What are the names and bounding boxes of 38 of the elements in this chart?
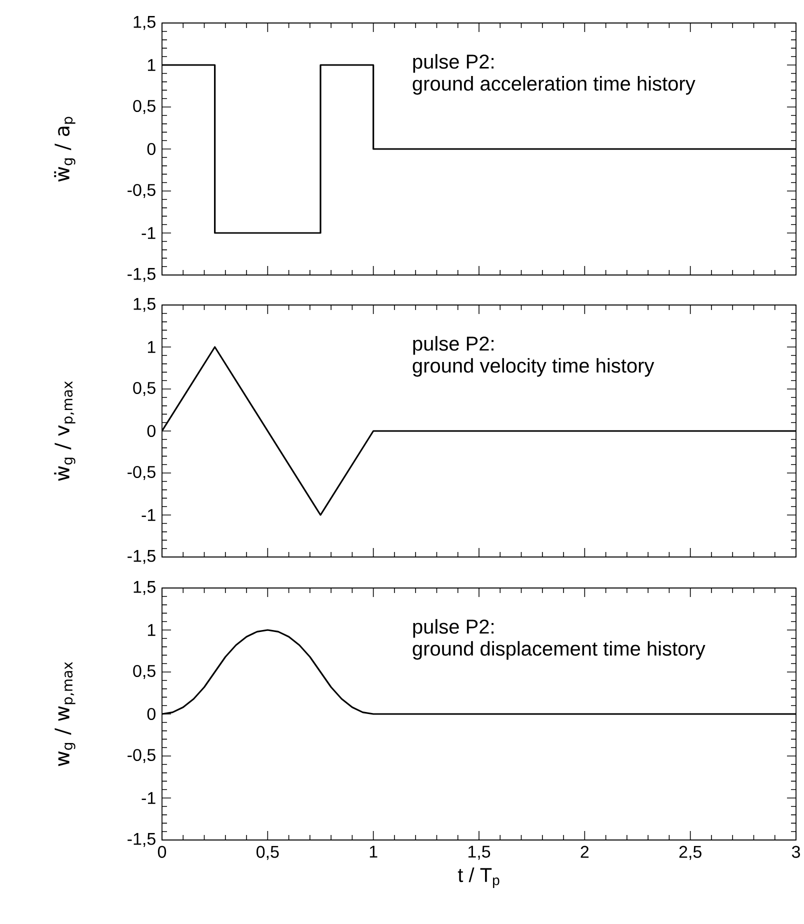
y-tick-label: -1: [142, 509, 156, 521]
y-tick-label: -0,5: [128, 466, 156, 480]
y-tick-label: 1,5: [134, 581, 156, 595]
y-axis-title: ẇ$_{g}$ / v$_{p,max}$: [54, 381, 76, 481]
y-tick-label: 0,5: [133, 100, 156, 114]
y-tick-label: 1: [148, 59, 156, 71]
y-tick-label: 0,5: [133, 382, 156, 396]
x-tick-label: 2,5: [679, 846, 702, 860]
y-tick-label: -1: [142, 792, 156, 804]
y-tick-label: -1,5: [128, 550, 156, 564]
y-tick-label: -1,5: [128, 268, 156, 282]
x-tick-label: 2: [580, 846, 589, 858]
y-tick-label: 0,5: [133, 664, 156, 680]
y-axis-title: w$_{g}$ / w$_{p,max}$: [54, 662, 76, 766]
y-tick-label: 1,5: [134, 298, 156, 312]
annotation: ground acceleration time history: [412, 76, 696, 95]
y-tick-label: 0: [147, 708, 156, 720]
y-axis-title: ẅ$_{g}$ / a$_{p}$: [54, 116, 76, 182]
annotation: ground velocity time history: [412, 358, 654, 377]
y-tick-label: -1: [142, 227, 156, 239]
x-tick-label: 3: [792, 846, 800, 858]
annotation: pulse P2:: [413, 619, 494, 638]
x-axis-title: t / T$_{p}$: [458, 867, 500, 888]
x-tick-label: 1,5: [468, 846, 490, 860]
y-tick-label: -1,5: [128, 833, 156, 847]
x-tick-label: 1: [370, 846, 378, 858]
y-tick-label: -0,5: [128, 184, 156, 198]
y-tick-label: 1,5: [134, 16, 156, 30]
y-tick-label: 1: [148, 341, 156, 353]
annotation: pulse P2:: [413, 54, 494, 73]
annotation: pulse P2:: [413, 336, 494, 355]
annotation: ground displacement time history: [412, 641, 706, 660]
y-tick-label: 0: [147, 424, 156, 438]
y-tick-label: 0: [147, 142, 156, 156]
x-tick-label: 0,5: [256, 846, 279, 860]
y-tick-label: -0,5: [128, 748, 156, 764]
x-tick-label: 0: [158, 846, 166, 858]
y-tick-label: 1: [148, 624, 156, 636]
